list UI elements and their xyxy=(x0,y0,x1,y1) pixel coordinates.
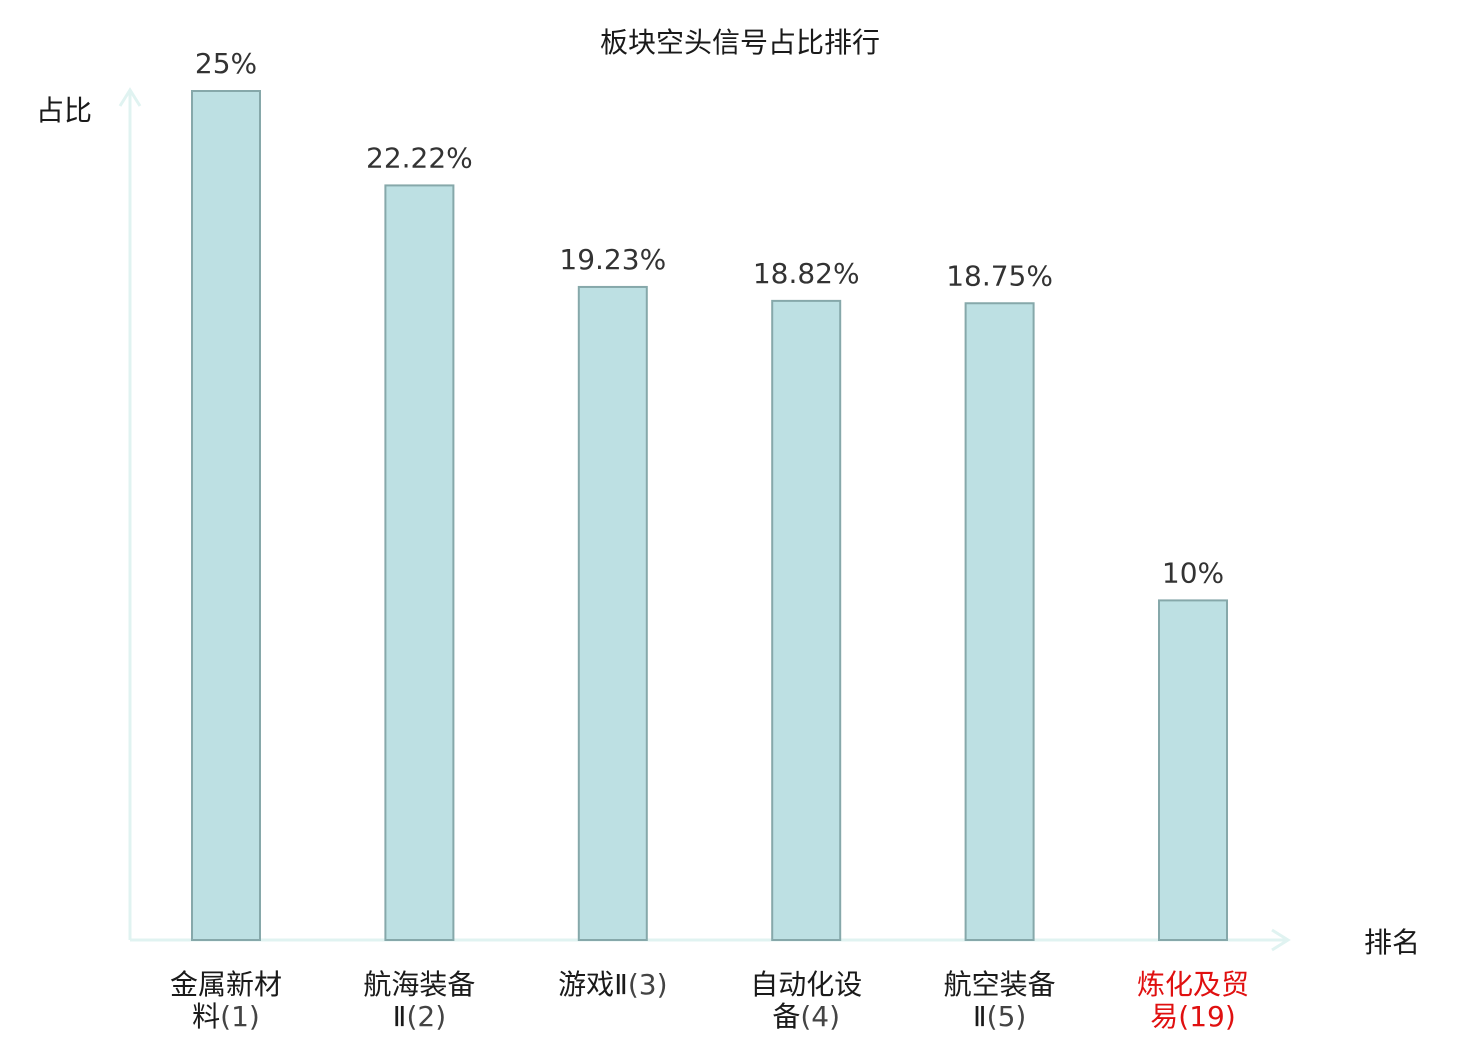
category-label-line: 料 xyxy=(192,1000,220,1033)
category-rank: (2) xyxy=(406,1000,446,1033)
bar xyxy=(964,302,1035,941)
category-label: 航空装备 Ⅱ(5) xyxy=(944,968,1056,1033)
category-label-line: 备 xyxy=(772,1000,800,1033)
bar xyxy=(577,285,648,941)
bar xyxy=(384,184,455,941)
bars-group xyxy=(191,90,1228,942)
bar-value-label: 10% xyxy=(1162,556,1224,589)
category-label-line: 游戏Ⅱ xyxy=(558,968,628,1001)
category-label: 游戏Ⅱ(3) xyxy=(558,968,667,1001)
category-label-line: 自动化设 xyxy=(750,968,862,1001)
category-labels-group: 金属新材料(1)航海装备 Ⅱ(2)游戏Ⅱ(3) 自动化设备(4)航空装备 Ⅱ(5)炼化… xyxy=(170,968,1249,1033)
y-axis-label: 占比 xyxy=(36,94,92,127)
y-axis-arrow xyxy=(118,87,142,107)
chart-title: 板块空头信号占比排行 xyxy=(600,26,880,59)
category-label: 金属新材料(1) xyxy=(170,968,282,1033)
bar xyxy=(1158,599,1228,942)
category-label: 炼化及贸易(19) xyxy=(1137,968,1249,1033)
bar xyxy=(191,90,261,941)
category-label-line: Ⅱ xyxy=(973,1000,987,1033)
bar-value-label: 22.22% xyxy=(366,141,473,174)
bar-value-label: 25% xyxy=(195,47,257,80)
category-label-line: Ⅱ xyxy=(393,1000,407,1033)
category-label-line: 炼化及贸 xyxy=(1137,968,1249,1001)
x-axis-arrow xyxy=(1271,928,1291,952)
bar xyxy=(771,299,842,941)
bar-value-label: 18.75% xyxy=(946,259,1053,292)
category-label: 自动化设备(4) xyxy=(750,968,862,1033)
category-rank: (1) xyxy=(220,1000,260,1033)
category-label-line: 航海装备 xyxy=(363,968,475,1001)
bar-value-label: 19.23% xyxy=(559,243,666,276)
x-axis-label: 排名 xyxy=(1364,926,1420,959)
category-label-line: 易 xyxy=(1150,1000,1178,1033)
category-label: 航海装备 Ⅱ(2) xyxy=(363,968,475,1033)
axes xyxy=(118,87,1291,952)
bar-value-label: 18.82% xyxy=(753,257,860,290)
category-label-line: 金属新材 xyxy=(170,968,282,1001)
category-rank: (3) xyxy=(628,968,668,1001)
category-rank: (4) xyxy=(800,1000,840,1033)
category-rank: (5) xyxy=(987,1000,1027,1033)
category-rank: (19) xyxy=(1178,1000,1235,1033)
category-label-line: 航空装备 xyxy=(944,968,1056,1001)
value-labels-group: 25% 22.22% 19.23% 18.82% 18.75% 10% xyxy=(195,47,1224,589)
